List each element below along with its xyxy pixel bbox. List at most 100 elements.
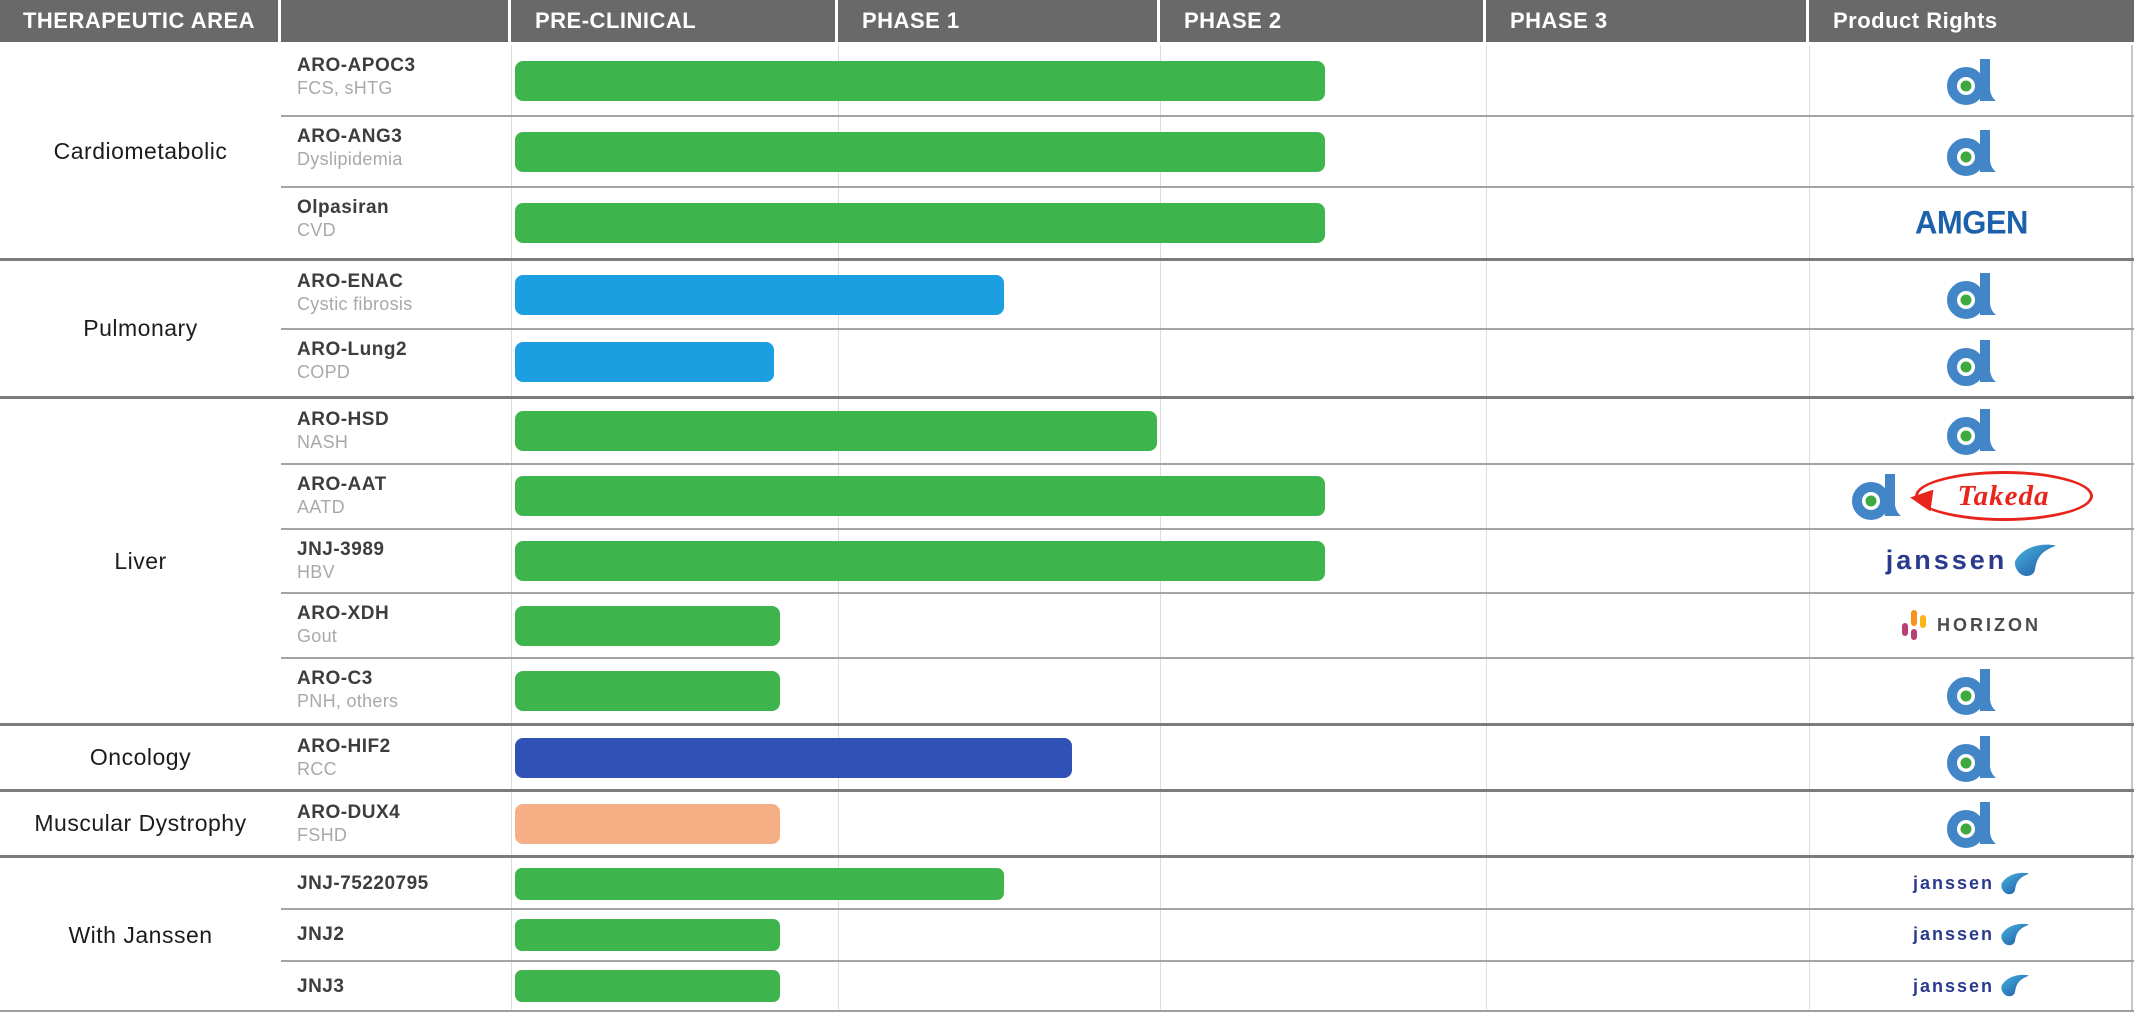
phase-progress-bar [515,737,1072,778]
pipeline-row: ARO-C3 PNH, others [281,657,2134,723]
janssen-swoosh-icon [2001,872,2030,894]
phase-timeline [511,858,1809,909]
pipeline-row: ARO-ANG3 Dyslipidemia [281,115,2134,187]
arrowhead-logo-icon [1946,268,1998,322]
candidate-cell: Olpasiran CVD [281,187,511,258]
phase-progress-bar [515,540,1325,581]
drug-name: Olpasiran [297,197,390,218]
group-rows: ARO-HIF2 RCC [281,726,2134,789]
product-rights-cell: janssen [1809,529,2134,594]
phase-progress-bar [515,476,1325,517]
janssen-logo-text: janssen [1912,873,1995,894]
row-divider-line [281,327,2134,330]
phase-timeline [511,961,1809,1012]
horizon-mark-icon [1902,609,1926,640]
pipeline-row: ARO-APOC3 FCS, sHTG [281,45,2134,116]
phase-progress-bar [515,918,780,951]
drug-indication: CVD [297,220,336,240]
pipeline-row: Olpasiran CVD AMGEN [281,186,2134,258]
area-label: With Janssen [68,921,213,948]
phase-progress-bar [515,202,1325,243]
phase-header-row: THERAPEUTIC AREA PRE-CLINICAL PHASE 1 PH… [0,0,2134,45]
phase-progress-bar [515,605,780,646]
row-divider-line [281,115,2134,117]
product-rights-cell [1809,261,2134,329]
product-rights-cell: HORIZON [1809,593,2134,658]
phase-timeline [511,658,1809,723]
header-product-rights: Product Rights [1809,0,2134,42]
drug-indication: FSHD [297,825,348,845]
product-rights-cell [1809,329,2134,397]
candidate-cell: ARO-XDH Gout [281,593,511,658]
drug-indication: AATD [297,496,345,517]
phase-timeline [511,726,1809,789]
phase-timeline [511,116,1809,187]
drug-name: ARO-C3 [297,668,373,690]
drug-name: ARO-HIF2 [297,736,391,757]
candidate-cell: ARO-ENAC Cystic fibrosis [281,261,511,329]
header-phase1: PHASE 1 [838,0,1160,42]
takeda-logo: Takeda [1908,471,2093,522]
product-rights-cell [1809,792,2134,855]
product-rights-cell: Takeda [1809,464,2134,529]
drug-indication: Dyslipidemia [297,149,403,169]
row-divider-line [281,592,2134,595]
drug-name: JNJ-75220795 [297,873,429,895]
pipeline-row: ARO-Lung2 COPD [281,327,2134,397]
pipeline-row: JNJ3 janssen [281,959,2134,1012]
pipeline-row: ARO-ENAC Cystic fibrosis [281,261,2134,329]
takeda-arrow-icon [1908,486,1933,512]
horizon-logo: HORIZON [1902,608,2041,644]
pipeline-row: ARO-DUX4 FSHD [281,792,2134,855]
drug-name: ARO-ENAC [297,271,404,292]
phase-progress-bar [515,970,780,1003]
drug-name: JNJ2 [297,924,345,946]
row-divider-line [281,959,2134,962]
candidate-cell: JNJ-3989 HBV [281,529,511,594]
group-rows: ARO-DUX4 FSHD [281,792,2134,855]
phase-progress-bar [515,60,1325,101]
janssen-swoosh-icon [2015,544,2057,576]
phase-timeline [511,792,1809,855]
group-rows: JNJ-75220795 janssen JNJ2 janssen JNJ3 jans… [281,858,2134,1012]
drug-name: JNJ3 [297,975,345,997]
horizon-logo-text: HORIZON [1937,615,2041,636]
arrowhead-logo-icon [1946,731,1998,785]
janssen-logo-text: janssen [1912,924,1995,945]
drug-name: JNJ-3989 [297,538,385,560]
pipeline-row: JNJ2 janssen [281,908,2134,960]
chart-body: Cardiometabolic ARO-APOC3 FCS, sHTG ARO-AN… [0,45,2134,1012]
phase-progress-bar [515,131,1325,172]
arrowhead-logo-icon [1946,404,1998,458]
row-divider-line [281,527,2134,530]
drug-name: ARO-APOC3 [297,55,416,76]
product-rights-cell: janssen [1809,858,2134,909]
phase-progress-bar [515,274,1004,315]
amgen-logo: AMGEN [1915,203,2028,241]
row-divider-line [281,462,2134,465]
phase-timeline [511,329,1809,397]
candidate-cell: JNJ2 [281,909,511,960]
phase-timeline [511,464,1809,529]
phase-timeline [511,593,1809,658]
phase-progress-bar [515,867,1004,900]
janssen-logo: janssen [1886,542,2058,580]
candidate-cell: ARO-DUX4 FSHD [281,792,511,855]
drug-name: ARO-XDH [297,603,390,625]
pipeline-row: JNJ-3989 HBV janssen [281,527,2134,594]
phase-timeline [511,529,1809,594]
drug-indication: RCC [297,759,337,779]
drug-indication: NASH [297,432,349,452]
phase-timeline [511,45,1809,116]
candidate-cell: ARO-AAT AATD [281,464,511,529]
drug-name: ARO-Lung2 [297,338,408,360]
product-rights-cell [1809,726,2134,789]
header-preclinical: PRE-CLINICAL [511,0,838,42]
row-divider-line [281,908,2134,911]
header-phase3: PHASE 3 [1486,0,1809,42]
candidate-cell: ARO-APOC3 FCS, sHTG [281,45,511,116]
phase-timeline [511,261,1809,329]
janssen-logo: janssen [1913,871,2030,897]
therapeutic-area-group: Oncology ARO-HIF2 RCC [0,723,2134,789]
group-rows: ARO-HSD NASH ARO-AAT AATD Takeda JNJ-3989 HB… [281,399,2134,723]
